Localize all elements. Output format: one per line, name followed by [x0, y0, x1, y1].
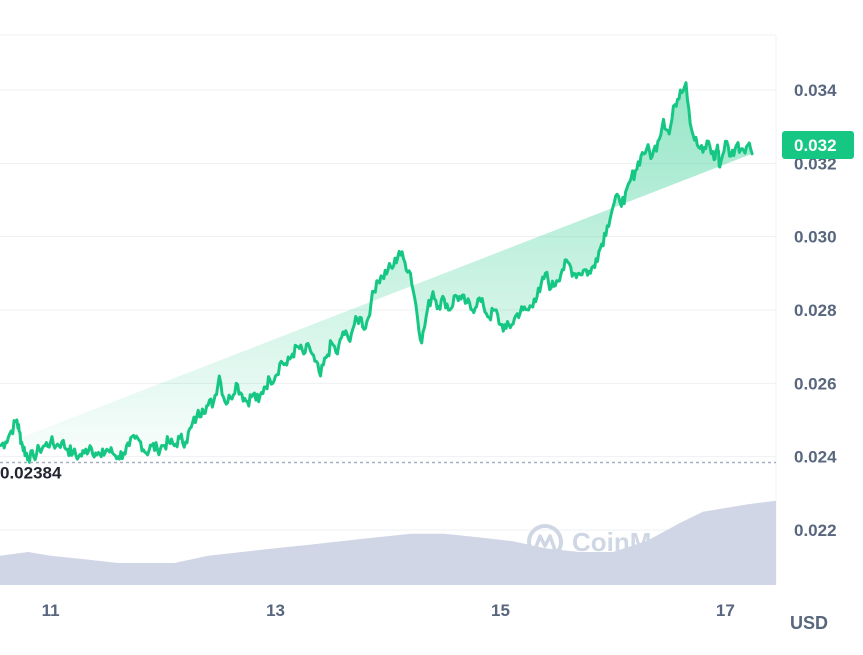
coinmarketcap-watermark: CoinMarke [527, 524, 705, 560]
volume-area [0, 500, 776, 585]
y-tick-label: 0.030 [794, 228, 837, 247]
current-price-label: 0.032 [794, 136, 837, 155]
grid-lines [0, 34, 777, 585]
x-axis: 11 13 15 17 [42, 601, 735, 620]
price-line[interactable] [0, 81, 754, 464]
coinmarketcap-logo-icon [527, 524, 563, 560]
y-tick-label: 0.034 [794, 81, 837, 100]
watermark-text: CoinMarke [572, 527, 705, 557]
y-tick-label: 0.026 [794, 374, 837, 393]
current-price-tag: 0.032 [782, 131, 854, 159]
y-tick-label: 0.022 [794, 521, 837, 540]
x-tick-label: 13 [266, 601, 285, 620]
y-axis: 0.022 0.024 0.026 0.028 0.030 0.032 0.034 [794, 81, 837, 540]
price-area-fill [0, 82, 753, 463]
x-tick-label: 17 [716, 601, 735, 620]
y-tick-label: 0.032 [794, 154, 837, 173]
currency-unit-label: USD [790, 613, 828, 633]
x-tick-label: 15 [491, 601, 510, 620]
low-price-label: 0.02384 [0, 464, 62, 483]
x-tick-label: 11 [42, 601, 60, 620]
y-tick-label: 0.024 [794, 448, 837, 467]
y-tick-label: 0.028 [794, 301, 837, 320]
